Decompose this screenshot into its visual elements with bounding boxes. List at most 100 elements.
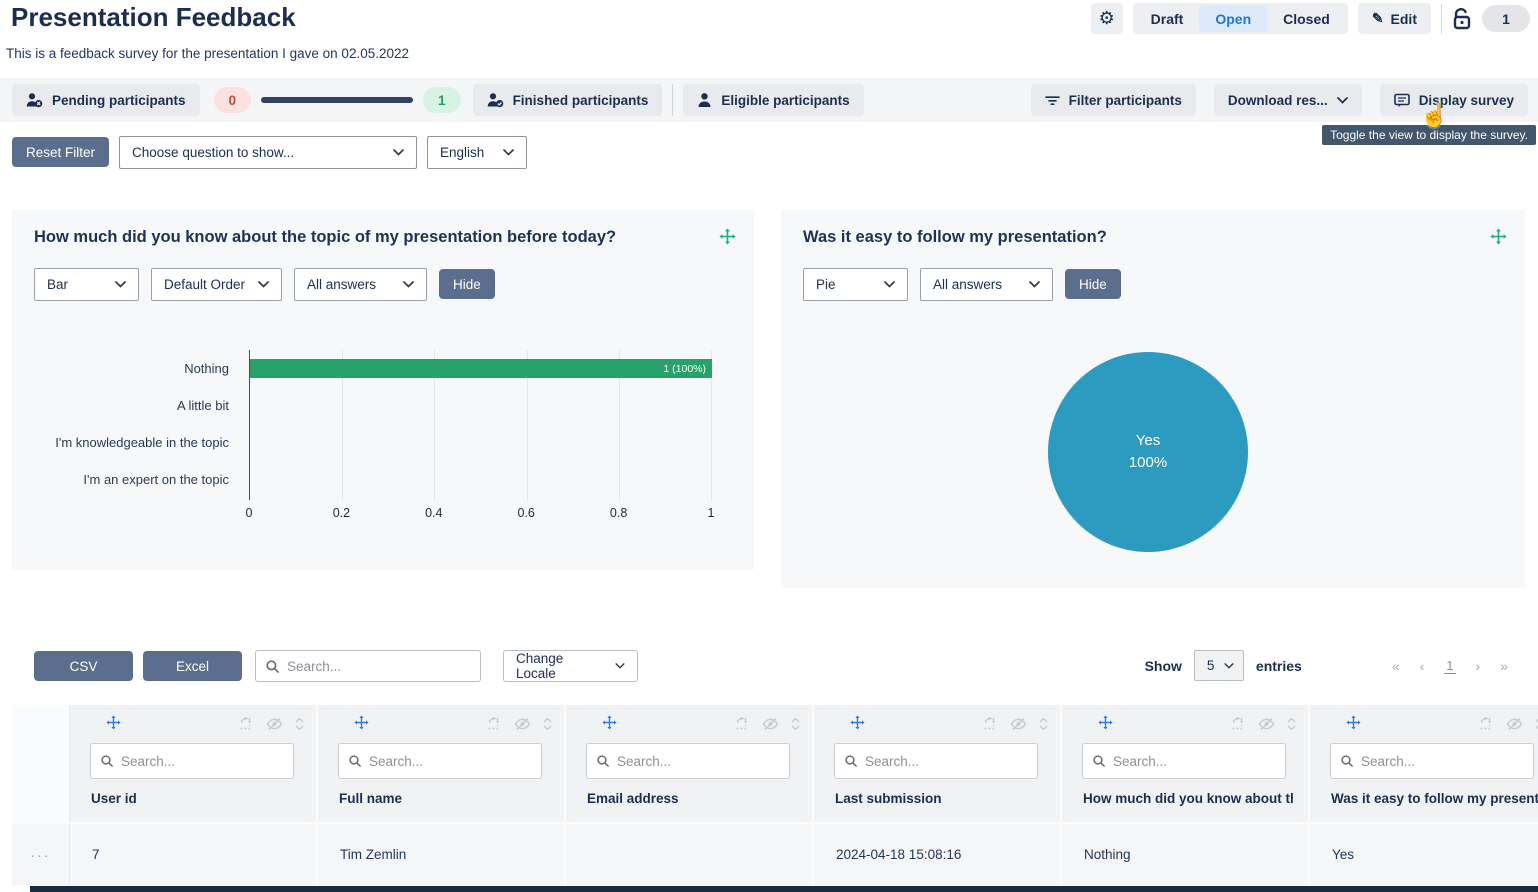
column-search-input[interactable] [121, 753, 261, 769]
pagination-page-1[interactable]: 1 [1444, 657, 1456, 674]
chevron-down-icon [258, 281, 269, 288]
column-search-input[interactable] [617, 753, 757, 769]
column-move-icon[interactable] [1346, 715, 1361, 730]
row-menu-button[interactable]: ··· [12, 824, 70, 885]
hide-column-eye-slash-icon[interactable] [762, 717, 779, 731]
pagination-next[interactable]: › [1475, 657, 1481, 674]
cell-question-1: Nothing [1062, 824, 1310, 885]
chevron-down-icon [503, 149, 514, 156]
eligible-participants-button[interactable]: Eligible participants [683, 84, 864, 116]
filter-alert-icon[interactable] [1479, 716, 1494, 731]
tab-open[interactable]: Open [1199, 5, 1268, 32]
filter-alert-icon[interactable] [1231, 716, 1246, 731]
chevron-down-icon [1224, 662, 1234, 669]
table-row: ··· 7 Tim Zemlin 2024-04-18 15:08:16 Not… [12, 822, 1538, 885]
table-search-input[interactable] [287, 658, 470, 674]
column-move-icon[interactable] [602, 715, 617, 730]
column-header-email: Email address [566, 705, 814, 822]
column-label[interactable]: Was it easy to follow my presentation? [1331, 791, 1538, 806]
bar-data-label: 1 (100%) [663, 362, 706, 375]
column-search [338, 743, 542, 779]
download-responses-button[interactable]: Download res... [1213, 84, 1362, 116]
gear-icon: ⚙ [1098, 8, 1115, 28]
tab-closed[interactable]: Closed [1283, 10, 1330, 27]
bar-chart: Nothing A little bit I'm knowledgeable i… [34, 350, 714, 528]
display-survey-button[interactable]: Display survey [1379, 84, 1528, 116]
question-select[interactable]: Choose question to show... [119, 136, 418, 169]
column-label[interactable]: Email address [587, 791, 679, 806]
sort-icon[interactable] [1535, 717, 1538, 731]
show-label: Show [1144, 657, 1182, 674]
filter-icon [1044, 94, 1060, 107]
filter-alert-icon[interactable] [735, 716, 750, 731]
move-icon[interactable] [719, 228, 736, 245]
column-search-input[interactable] [865, 753, 1005, 769]
filter-alert-icon[interactable] [983, 716, 998, 731]
hide-column-eye-slash-icon[interactable] [1506, 717, 1523, 731]
settings-button[interactable]: ⚙ [1090, 3, 1123, 34]
bar-series: 1 (100%) [249, 350, 712, 500]
pending-participants-button[interactable]: Pending participants [12, 84, 200, 116]
chart-type-select[interactable]: Bar [34, 268, 139, 301]
answers-select[interactable]: All answers [920, 268, 1053, 301]
pagination: « ‹ 1 › » [1392, 658, 1508, 674]
reset-filter-button[interactable]: Reset Filter [12, 137, 110, 167]
column-label[interactable]: Last submission [835, 791, 942, 806]
column-move-icon[interactable] [354, 715, 369, 730]
chevron-down-icon [1029, 281, 1040, 288]
hide-column-eye-slash-icon[interactable] [266, 717, 283, 731]
search-icon [845, 755, 857, 767]
column-label[interactable]: Full name [339, 791, 403, 806]
hide-column-eye-slash-icon[interactable] [514, 717, 531, 731]
column-move-icon[interactable] [1098, 715, 1113, 730]
hide-chart-button[interactable]: Hide [439, 269, 495, 299]
page-size-select[interactable]: 5 [1193, 650, 1244, 681]
column-header-question-1: How much did you know about the topic of… [1062, 705, 1310, 822]
question-card-bar: How much did you know about the topic of… [12, 210, 754, 570]
page-subtitle: This is a feedback survey for the presen… [6, 46, 410, 61]
search-icon [101, 755, 113, 767]
column-label[interactable]: How much did you know about the topic of… [1083, 791, 1293, 806]
pagination-first[interactable]: « [1391, 657, 1400, 674]
column-search-input[interactable] [1361, 753, 1501, 769]
sort-icon[interactable] [1287, 716, 1296, 731]
finished-participants-button[interactable]: Finished participants [472, 84, 663, 116]
bar-category-label: I'm knowledgeable in the topic [55, 435, 229, 450]
filter-alert-icon[interactable] [487, 716, 502, 731]
column-label[interactable]: User id [91, 791, 137, 806]
column-search-input[interactable] [369, 753, 509, 769]
column-search-input[interactable] [1113, 753, 1253, 769]
hide-column-eye-slash-icon[interactable] [1258, 717, 1275, 731]
submission-count-badge: 1 [1482, 5, 1530, 32]
bar-nothing[interactable]: 1 (100%) [250, 359, 712, 378]
chart-type-select[interactable]: Pie [803, 268, 908, 301]
pagination-prev[interactable]: ‹ [1419, 657, 1425, 674]
answers-select[interactable]: All answers [294, 268, 427, 301]
bar-category-label: A little bit [176, 398, 229, 413]
hide-chart-button[interactable]: Hide [1065, 269, 1121, 299]
pie-chart[interactable]: Yes 100% [1048, 352, 1248, 552]
column-move-icon[interactable] [106, 715, 121, 730]
pie-slice-percent: 100% [1128, 454, 1168, 471]
sort-icon[interactable] [791, 716, 800, 731]
export-csv-button[interactable]: CSV [34, 651, 133, 681]
move-icon[interactable] [1490, 228, 1507, 245]
language-select[interactable]: English [427, 136, 528, 169]
sort-icon[interactable] [295, 716, 304, 731]
question-title: How much did you know about the topic of… [34, 228, 617, 246]
unlock-icon[interactable] [1452, 7, 1472, 30]
pagination-last[interactable]: » [1500, 657, 1508, 674]
export-excel-button[interactable]: Excel [143, 651, 242, 681]
filter-participants-button[interactable]: Filter participants [1030, 84, 1196, 116]
hide-column-eye-slash-icon[interactable] [1010, 717, 1027, 731]
change-locale-button[interactable]: Change Locale [503, 650, 638, 682]
filter-alert-icon[interactable] [239, 716, 254, 731]
column-move-icon[interactable] [850, 715, 865, 730]
tab-draft[interactable]: Draft [1150, 10, 1184, 27]
edit-button[interactable]: ✎ Edit [1357, 3, 1431, 34]
sort-icon[interactable] [543, 716, 552, 731]
order-select[interactable]: Default Order [151, 268, 282, 301]
sort-icon[interactable] [1039, 716, 1048, 731]
column-search [586, 743, 790, 779]
question-title: Was it easy to follow my presentation? [803, 228, 1107, 246]
